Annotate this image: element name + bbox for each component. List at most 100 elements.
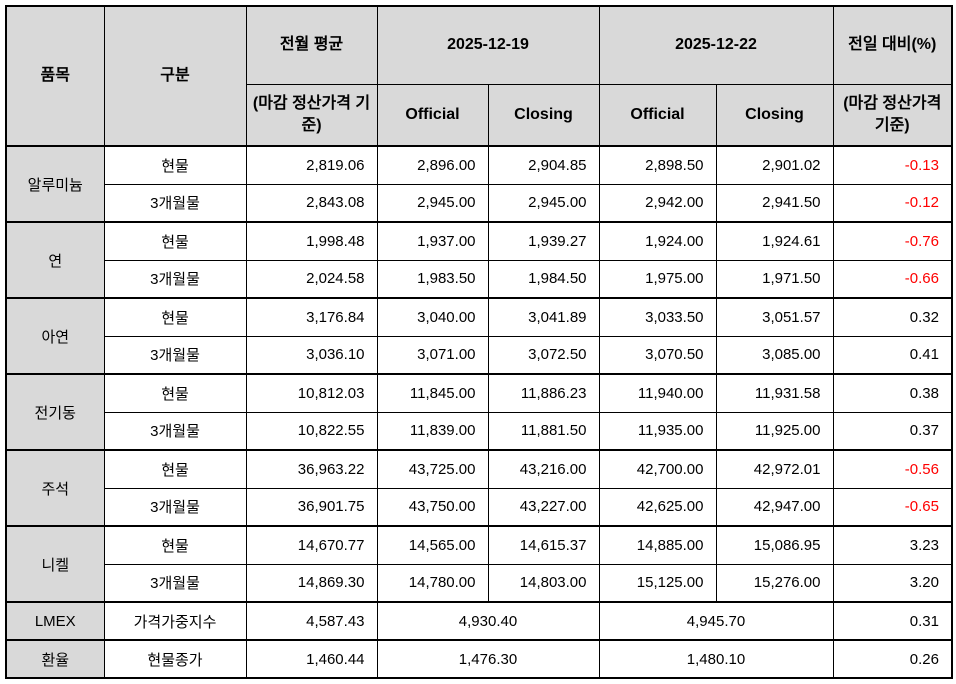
prev-avg-cell: 10,822.55	[245, 411, 378, 451]
change-cell: -0.12	[832, 183, 953, 223]
item-cell: 주석	[5, 449, 105, 527]
d2-official-cell: 2,942.00	[598, 183, 717, 223]
table-row: 3개월물 2,024.58 1,983.50 1,984.50 1,975.00…	[6, 259, 953, 299]
category-cell: 현물	[103, 449, 247, 489]
table-row: 환율 현물종가 1,460.44 1,476.30 1,480.10 0.26	[5, 639, 953, 679]
group-copper: 전기동 현물 10,812.03 11,845.00 11,886.23 11,…	[5, 373, 953, 451]
d2-official-cell: 11,935.00	[598, 411, 717, 451]
d1-closing-cell: 1,939.27	[487, 221, 600, 261]
prev-avg-cell: 1,998.48	[245, 221, 378, 261]
category-cell: 현물	[103, 525, 247, 565]
prev-avg-cell: 4,587.43	[245, 601, 378, 641]
header-row-2: (마감 정산가격 기준) Official Closing Official C…	[6, 83, 953, 147]
header-date-2: 2025-12-22	[598, 5, 834, 85]
group-lead: 연 현물 1,998.48 1,937.00 1,939.27 1,924.00…	[5, 221, 953, 299]
prev-avg-cell: 14,670.77	[245, 525, 378, 565]
change-cell: 0.37	[832, 411, 953, 451]
d1-closing-cell: 14,615.37	[487, 525, 600, 565]
category-cell: 현물종가	[103, 639, 247, 679]
d1-closing-cell: 11,886.23	[487, 373, 600, 413]
table-row: 니켈 현물 14,670.77 14,565.00 14,615.37 14,8…	[5, 525, 953, 603]
d1-official-cell: 3,071.00	[376, 335, 489, 375]
table-row: 아연 현물 3,176.84 3,040.00 3,041.89 3,033.5…	[5, 297, 953, 375]
prev-avg-cell: 2,024.58	[245, 259, 378, 299]
change-cell: 0.31	[832, 601, 953, 641]
table-row: 연 현물 1,998.48 1,937.00 1,939.27 1,924.00…	[5, 221, 953, 299]
item-cell: 알루미늄	[5, 145, 105, 223]
d2-official-cell: 1,975.00	[598, 259, 717, 299]
change-cell: -0.76	[832, 221, 953, 261]
d1-official-cell: 2,945.00	[376, 183, 489, 223]
header-closing-2: Closing	[715, 83, 834, 147]
table-row: 3개월물 3,036.10 3,071.00 3,072.50 3,070.50…	[6, 335, 953, 375]
item-cell: 환율	[5, 639, 105, 679]
change-cell: 0.38	[832, 373, 953, 413]
d1-official-cell: 1,983.50	[376, 259, 489, 299]
d2-official-cell: 2,898.50	[598, 145, 717, 185]
change-cell: 0.41	[832, 335, 953, 375]
d2-official-cell: 42,625.00	[598, 487, 717, 527]
d1-closing-cell: 11,881.50	[487, 411, 600, 451]
item-cell: LMEX	[5, 601, 105, 641]
prev-avg-cell: 3,176.84	[245, 297, 378, 337]
d1-closing-cell: 43,227.00	[487, 487, 600, 527]
table-row: 3개월물 10,822.55 11,839.00 11,881.50 11,93…	[6, 411, 953, 451]
d2-closing-cell: 11,931.58	[715, 373, 834, 413]
d2-official-cell: 14,885.00	[598, 525, 717, 565]
table-row: LMEX 가격가중지수 4,587.43 4,930.40 4,945.70 0…	[5, 601, 953, 641]
change-cell: 3.23	[832, 525, 953, 565]
table-row: 3개월물 14,869.30 14,780.00 14,803.00 15,12…	[6, 563, 953, 603]
d1-official-cell: 1,937.00	[376, 221, 489, 261]
header-item: 품목	[5, 5, 105, 147]
d2-official-cell: 3,070.50	[598, 335, 717, 375]
category-cell: 3개월물	[103, 411, 247, 451]
table-row: 3개월물 36,901.75 43,750.00 43,227.00 42,62…	[6, 487, 953, 527]
d2-official-cell: 3,033.50	[598, 297, 717, 337]
table-row: 알루미늄 현물 2,819.06 2,896.00 2,904.85 2,898…	[5, 145, 953, 223]
prev-avg-cell: 3,036.10	[245, 335, 378, 375]
change-cell: 0.26	[832, 639, 953, 679]
category-cell: 현물	[103, 297, 247, 337]
d1-official-cell: 3,040.00	[376, 297, 489, 337]
d1-closing-cell: 14,803.00	[487, 563, 600, 603]
header-closing-1: Closing	[487, 83, 600, 147]
d1-closing-cell: 3,041.89	[487, 297, 600, 337]
d1-value-cell: 4,930.40	[376, 601, 600, 641]
d1-official-cell: 14,780.00	[376, 563, 489, 603]
prev-avg-cell: 1,460.44	[245, 639, 378, 679]
d1-closing-cell: 2,945.00	[487, 183, 600, 223]
d1-official-cell: 43,750.00	[376, 487, 489, 527]
change-cell: 3.20	[832, 563, 953, 603]
d2-closing-cell: 42,947.00	[715, 487, 834, 527]
header-row-1: 품목 구분 전월 평균 2025-12-19 2025-12-22 전일 대비(…	[5, 5, 953, 147]
category-cell: 3개월물	[103, 563, 247, 603]
category-cell: 현물	[103, 221, 247, 261]
header-date-1: 2025-12-19	[376, 5, 600, 85]
category-cell: 현물	[103, 373, 247, 413]
d1-closing-cell: 2,904.85	[487, 145, 600, 185]
category-cell: 3개월물	[103, 183, 247, 223]
header-prev-avg-sub: (마감 정산가격 기준)	[245, 83, 378, 147]
d1-official-cell: 14,565.00	[376, 525, 489, 565]
d2-value-cell: 1,480.10	[598, 639, 834, 679]
category-cell: 3개월물	[103, 487, 247, 527]
d2-official-cell: 42,700.00	[598, 449, 717, 489]
d2-value-cell: 4,945.70	[598, 601, 834, 641]
d1-closing-cell: 43,216.00	[487, 449, 600, 489]
item-cell: 연	[5, 221, 105, 299]
d2-closing-cell: 2,941.50	[715, 183, 834, 223]
category-cell: 현물	[103, 145, 247, 185]
change-cell: -0.65	[832, 487, 953, 527]
d1-official-cell: 2,896.00	[376, 145, 489, 185]
header-official-1: Official	[376, 83, 489, 147]
prev-avg-cell: 36,901.75	[245, 487, 378, 527]
item-cell: 전기동	[5, 373, 105, 451]
change-cell: -0.66	[832, 259, 953, 299]
group-tin: 주석 현물 36,963.22 43,725.00 43,216.00 42,7…	[5, 449, 953, 527]
d1-official-cell: 11,845.00	[376, 373, 489, 413]
prev-avg-cell: 2,843.08	[245, 183, 378, 223]
d1-value-cell: 1,476.30	[376, 639, 600, 679]
change-cell: -0.56	[832, 449, 953, 489]
d2-closing-cell: 2,901.02	[715, 145, 834, 185]
d2-official-cell: 15,125.00	[598, 563, 717, 603]
